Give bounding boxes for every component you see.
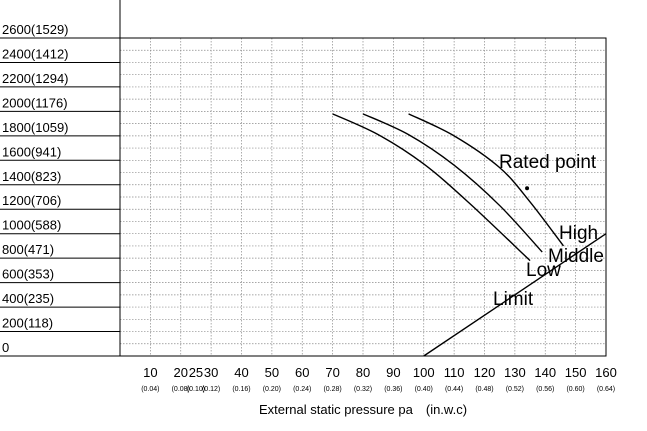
x-tick-sublabel: (0.52) bbox=[506, 386, 524, 393]
x-tick-labels: 10 (0.04) 20 (0.08) 25 (0.10) 30 (0.12) 40 (0.16)… bbox=[141, 365, 617, 393]
x-tick-sublabel: (0.20) bbox=[263, 386, 281, 393]
y-tick-label: 800(471) bbox=[2, 242, 54, 257]
x-tick-label: 110 bbox=[444, 365, 465, 380]
x-tick-label: 160 bbox=[595, 365, 617, 380]
rated-point-marker bbox=[525, 186, 530, 191]
y-tick-label: 1200(706) bbox=[2, 193, 61, 208]
horizontal-gridlines bbox=[120, 49, 606, 345]
x-tick-label: 100 bbox=[413, 365, 435, 380]
y-tick-labels: 0 200(118) 400(235) 600(353) 800(471) 1000(58… bbox=[0, 22, 120, 355]
curve-label-high: High bbox=[559, 223, 598, 244]
x-tick-label: 60 bbox=[295, 365, 309, 380]
y-tick-label: 2000(1176) bbox=[2, 95, 68, 110]
y-tick-label: 2200(1294) bbox=[2, 71, 69, 86]
x-tick-sublabel: (0.16) bbox=[232, 386, 250, 393]
curves bbox=[332, 113, 607, 357]
x-tick-label: 80 bbox=[356, 365, 370, 380]
x-tick-sublabel: (0.60) bbox=[566, 386, 584, 393]
x-tick-sublabel: (0.24) bbox=[293, 386, 311, 393]
x-tick-label: 130 bbox=[504, 365, 526, 380]
y-tick-label: 1800(1059) bbox=[2, 120, 69, 135]
rated-point-label: Rated point bbox=[499, 152, 597, 173]
curve-high bbox=[408, 113, 565, 247]
y-tick-label: 1000(588) bbox=[2, 218, 61, 233]
x-tick-label: 10 bbox=[143, 365, 157, 380]
y-tick-label: 0 bbox=[2, 340, 9, 355]
curve-label-middle: Middle bbox=[548, 246, 604, 267]
x-tick-label: 40 bbox=[234, 365, 248, 380]
x-tick-sublabel: (0.28) bbox=[323, 386, 341, 393]
x-tick-label: 25 bbox=[189, 365, 203, 380]
x-tick-sublabel: (0.32) bbox=[354, 386, 372, 393]
x-tick-sublabel: (0.08) bbox=[172, 386, 190, 393]
x-tick-sublabel: (0.48) bbox=[475, 386, 493, 393]
x-tick-label: 140 bbox=[534, 365, 556, 380]
curve-limit bbox=[423, 233, 607, 357]
x-tick-label: 30 bbox=[204, 365, 218, 380]
x-tick-label: 20 bbox=[174, 365, 188, 380]
y-tick-label: 600(353) bbox=[2, 267, 54, 282]
x-tick-sublabel: (0.44) bbox=[445, 386, 463, 393]
curve-middle bbox=[362, 113, 543, 253]
x-tick-sublabel: (0.40) bbox=[415, 386, 433, 393]
x-tick-sublabel: (0.56) bbox=[536, 386, 554, 393]
x-tick-label: 70 bbox=[325, 365, 339, 380]
x-tick-sublabel: (0.04) bbox=[141, 386, 159, 393]
x-tick-label: 120 bbox=[474, 365, 496, 380]
y-tick-label: 2600(1529) bbox=[2, 22, 69, 37]
y-tick-label: 200(118) bbox=[2, 316, 53, 331]
y-tick-label: 400(235) bbox=[2, 291, 54, 306]
curve-label-low: Low bbox=[526, 260, 561, 281]
x-tick-label: 150 bbox=[565, 365, 587, 380]
y-tick-label: 1400(823) bbox=[2, 169, 61, 184]
x-tick-sublabel: (0.10) bbox=[187, 386, 205, 393]
y-tick-label: 1600(941) bbox=[2, 144, 61, 159]
grid bbox=[120, 38, 606, 356]
x-tick-sublabel: (0.36) bbox=[384, 386, 402, 393]
x-tick-label: 50 bbox=[265, 365, 279, 380]
x-axis-label: External static pressure pa (in.w.c) bbox=[259, 402, 467, 417]
x-tick-sublabel: (0.64) bbox=[597, 386, 615, 393]
x-tick-sublabel: (0.12) bbox=[202, 386, 220, 393]
curve-label-limit: Limit bbox=[493, 289, 534, 310]
x-tick-label: 90 bbox=[386, 365, 400, 380]
curve-low bbox=[332, 113, 531, 262]
axes bbox=[0, 0, 121, 357]
y-tick-label: 2400(1412) bbox=[2, 46, 69, 61]
